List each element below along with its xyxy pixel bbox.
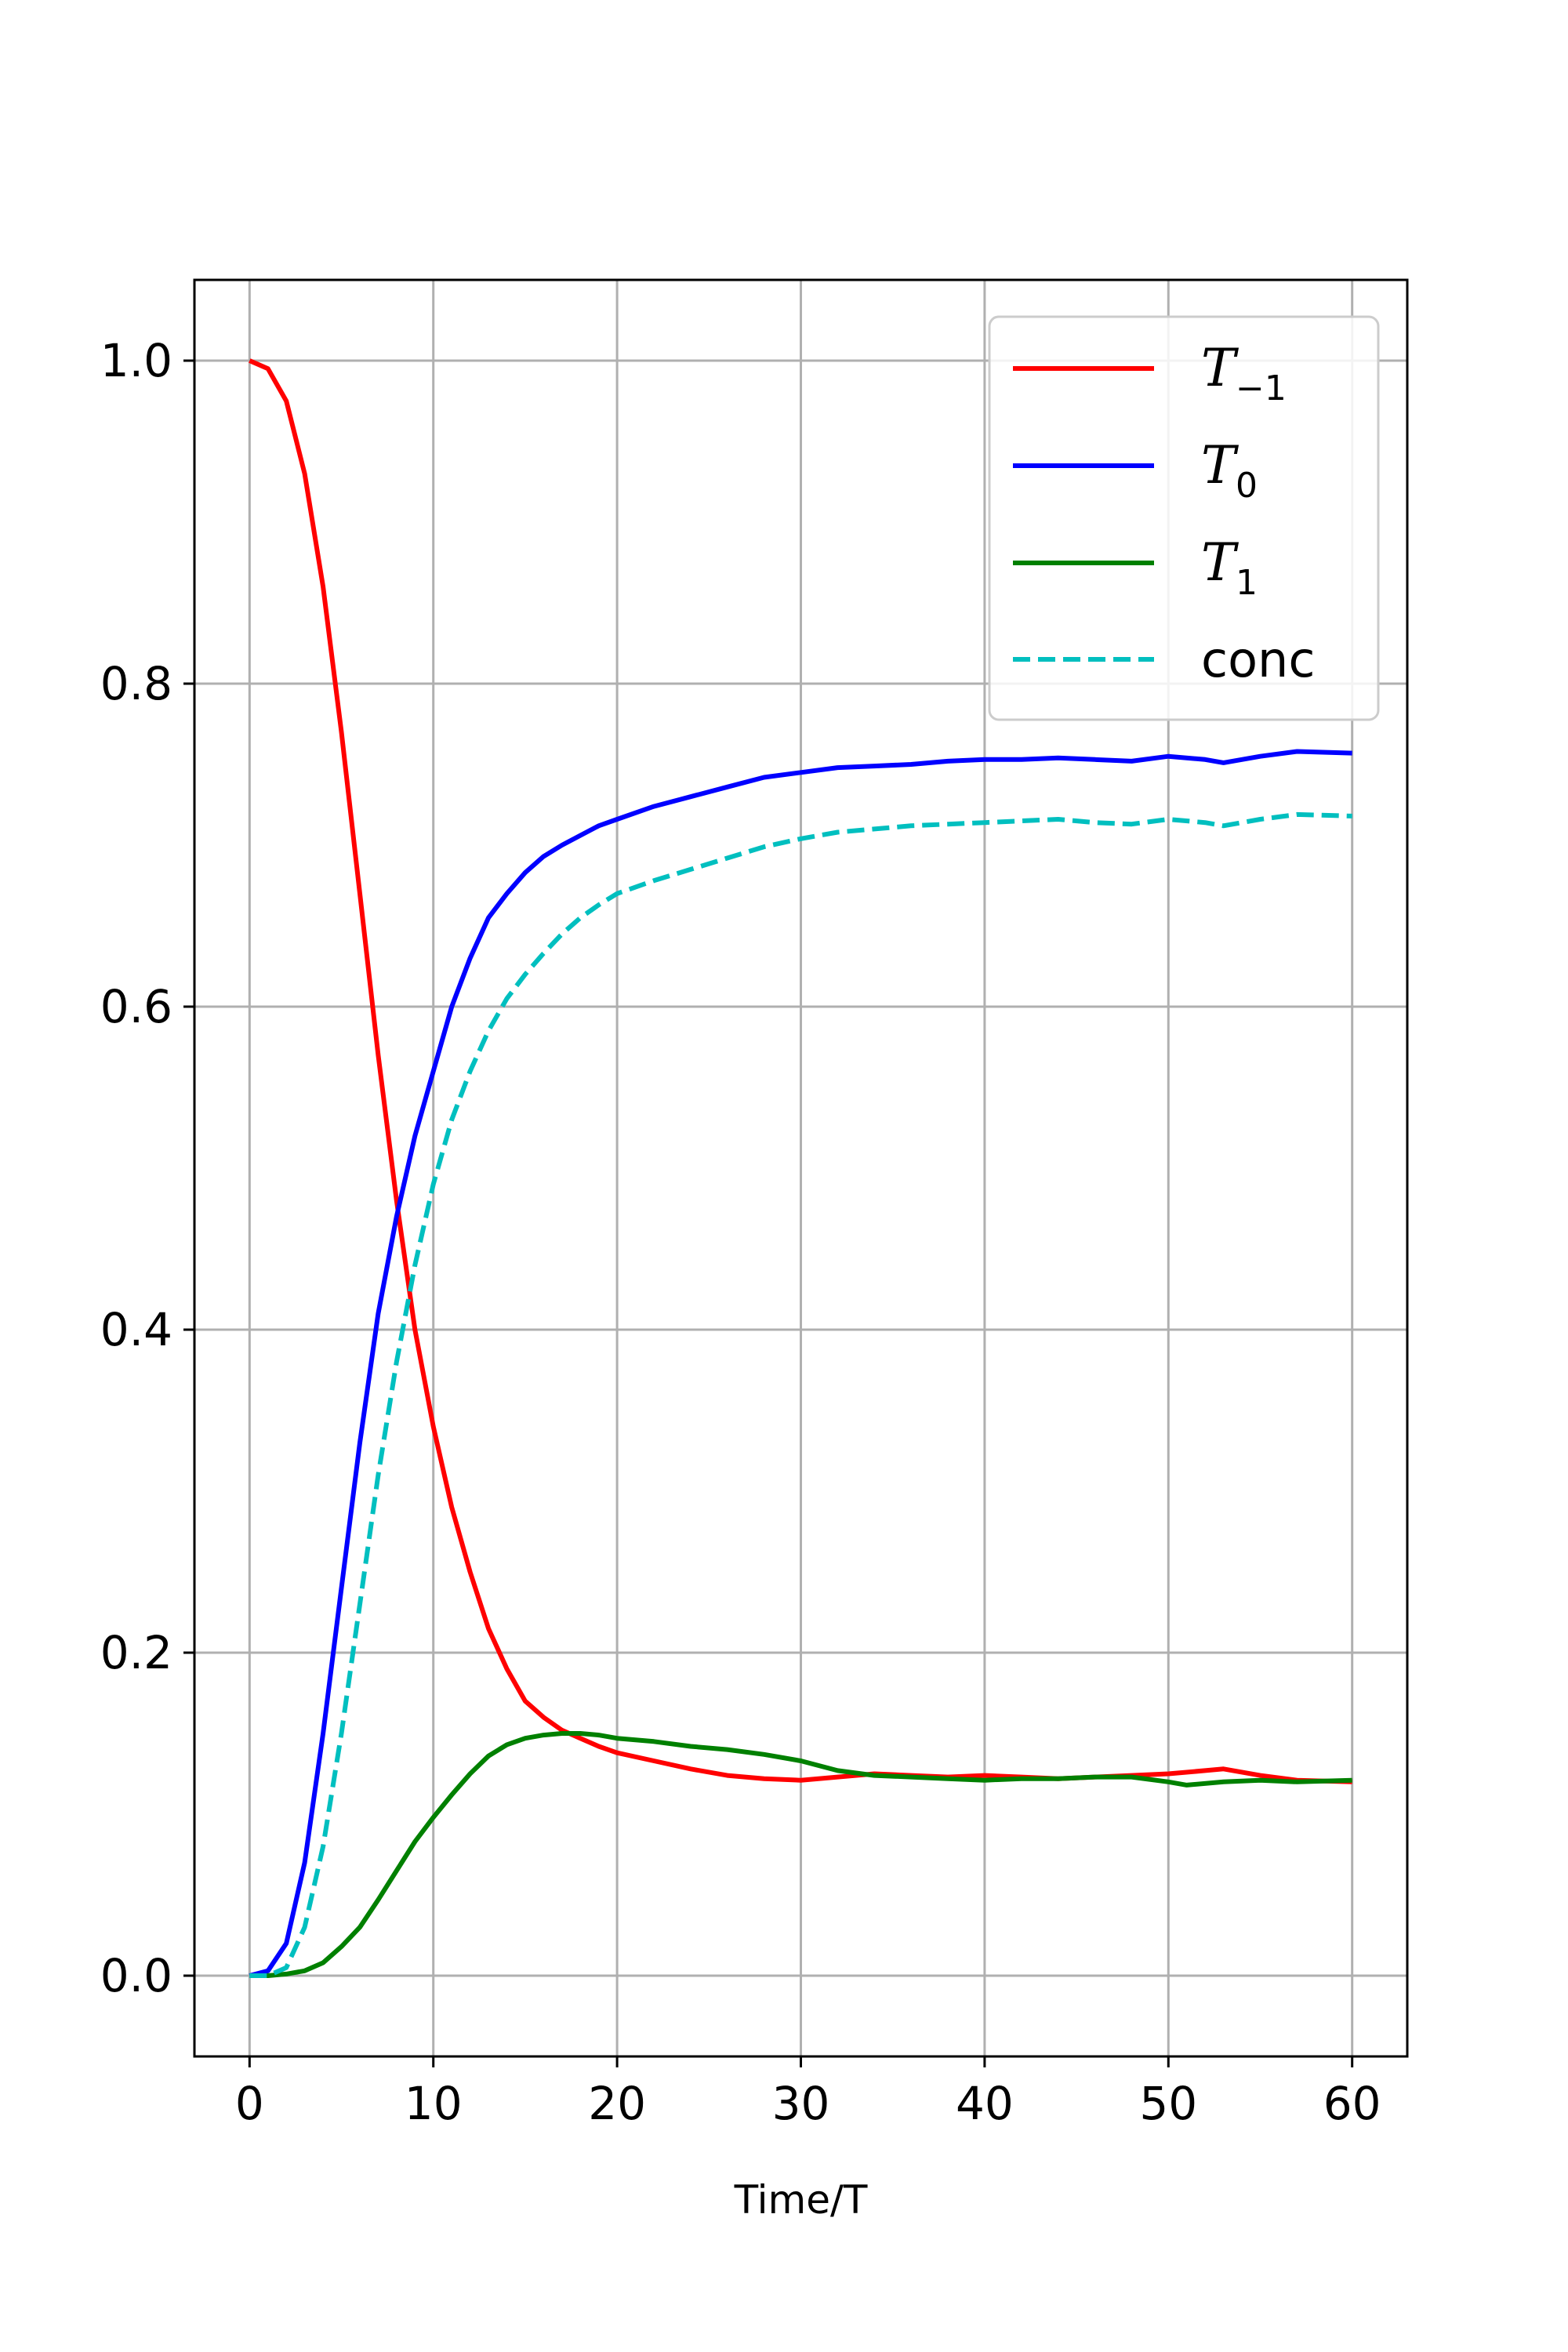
y-tick-label: 0.2 <box>100 1626 172 1679</box>
x-tick-label: 10 <box>405 2077 463 2130</box>
legend-label-subscript: 0 <box>1236 466 1258 506</box>
ticks: 0 10 20 30 40 50 600.00.20.40.60.81.0 <box>100 334 1381 2130</box>
grid <box>194 280 1407 2056</box>
y-tick-label: 0.8 <box>100 657 172 710</box>
x-tick-label: 60 <box>1323 2077 1381 2130</box>
legend-label-symbol: T <box>1201 338 1240 398</box>
series-line-2 <box>249 1731 1352 1978</box>
legend-label: T−1 <box>1201 338 1287 408</box>
legend-label-symbol: T <box>1201 435 1240 495</box>
x-tick-label: 40 <box>956 2077 1014 2130</box>
legend-label: conc <box>1201 631 1315 688</box>
legend-label-subscript: 1 <box>1236 563 1258 603</box>
legend-label-symbol: T <box>1201 532 1240 593</box>
series-layer <box>249 358 1352 1978</box>
series-line-3 <box>249 811 1352 1978</box>
x-tick-label: 0 <box>235 2077 264 2130</box>
x-tick-label: 20 <box>588 2077 646 2130</box>
x-axis-label: Time/T <box>734 2177 868 2223</box>
legend-label: T0 <box>1201 435 1258 506</box>
x-tick-label: 30 <box>772 2077 830 2130</box>
series-line-1 <box>249 749 1352 1978</box>
y-tick-label: 0.6 <box>100 980 172 1033</box>
legend-label-subscript: −1 <box>1236 368 1287 408</box>
legend-box <box>988 315 1380 721</box>
y-tick-label: 1.0 <box>100 334 172 387</box>
x-tick-label: 50 <box>1139 2077 1197 2130</box>
legend-label: T1 <box>1201 532 1258 603</box>
y-tick-label: 0.0 <box>100 1949 172 2002</box>
y-tick-label: 0.4 <box>100 1303 172 1356</box>
